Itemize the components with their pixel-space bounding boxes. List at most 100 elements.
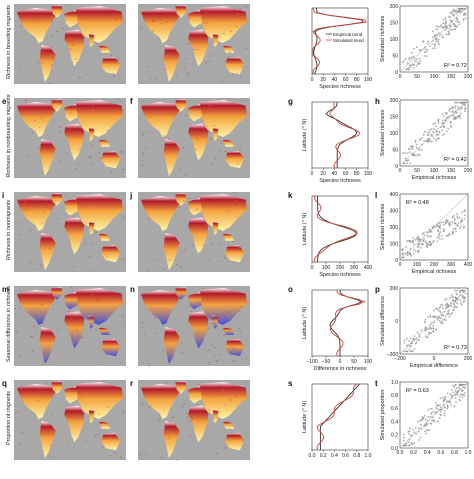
map-speckle xyxy=(213,125,215,127)
scatter-point xyxy=(460,221,462,224)
scatter-point xyxy=(463,104,466,106)
scatter-point xyxy=(456,212,459,215)
map-speckle xyxy=(49,129,51,131)
map-speckle xyxy=(143,136,146,138)
scatter-point xyxy=(402,252,404,254)
scatter-point xyxy=(432,30,434,33)
scatter-point xyxy=(463,12,466,15)
map-speckle xyxy=(91,227,93,229)
map-speckle xyxy=(160,444,163,446)
scatter-point xyxy=(444,396,447,399)
map-speckle xyxy=(103,357,106,359)
x-tick-label: 0.4 xyxy=(331,453,338,459)
scatter-point xyxy=(440,24,443,26)
scatter-point xyxy=(434,47,436,50)
scatter-point xyxy=(408,59,411,61)
scatter-point xyxy=(434,45,436,47)
continent-europe xyxy=(64,197,81,216)
scatter-point xyxy=(455,20,458,23)
y-tick-label: 150 xyxy=(390,20,399,26)
scatter-point xyxy=(444,319,447,322)
map-speckle xyxy=(72,342,75,344)
map-speckle xyxy=(166,426,169,428)
scatter-point xyxy=(434,43,436,46)
continent-india xyxy=(88,221,95,235)
scatter-point xyxy=(434,226,437,229)
scatter-point xyxy=(432,36,434,39)
map-speckle xyxy=(165,40,167,42)
scatter-point xyxy=(409,253,411,256)
map-speckle xyxy=(125,341,127,343)
scatter-plot: 0 50 100 150 200 0 50 100 150 200 Empirical richne… xyxy=(380,98,472,181)
scatter-point xyxy=(454,101,457,104)
scatter-point xyxy=(457,7,460,10)
scatter-point xyxy=(460,383,463,386)
map-speckle xyxy=(41,304,44,306)
map-speckle xyxy=(57,170,59,172)
map-speckle xyxy=(55,30,58,32)
continent-india xyxy=(212,221,219,235)
map-speckle xyxy=(247,32,249,34)
scatter-point xyxy=(462,18,465,21)
scatter-point xyxy=(448,309,451,312)
scatter-point xyxy=(436,240,439,243)
map-speckle xyxy=(58,22,61,24)
map-speckle xyxy=(189,420,192,422)
scatter-point xyxy=(438,35,441,37)
map-speckle xyxy=(188,197,190,200)
continent-asia xyxy=(199,6,248,43)
scatter-point xyxy=(424,335,427,338)
map-speckle xyxy=(146,270,149,272)
x-tick-label: 200 xyxy=(336,265,345,271)
scatter-point xyxy=(444,25,446,28)
map-speckle xyxy=(208,69,211,71)
x-tick-label: 20 xyxy=(320,171,326,177)
scatter-point xyxy=(410,57,413,59)
scatter-point xyxy=(441,396,444,399)
map-speckle xyxy=(191,417,194,419)
scatter-point xyxy=(457,222,460,225)
scatter-point xyxy=(440,221,443,224)
scatter-point xyxy=(444,119,447,122)
scatter-point xyxy=(419,436,422,439)
scatter-point xyxy=(453,306,456,309)
map-speckle xyxy=(53,199,56,201)
row-label: Seasonal difference in richness xyxy=(6,286,12,363)
map-speckle xyxy=(19,355,22,357)
scatter-point xyxy=(409,240,412,243)
map-speckle xyxy=(208,362,210,364)
x-tick-label: 100 xyxy=(364,359,373,365)
map-speckle xyxy=(193,384,196,386)
map-speckle xyxy=(237,447,240,449)
x-tick-label: 0 xyxy=(311,77,314,83)
scatter-point xyxy=(462,383,464,386)
map-speckle xyxy=(141,322,144,324)
map-speckle xyxy=(220,260,223,263)
scatter-point xyxy=(423,231,425,234)
continent-europe xyxy=(64,9,81,28)
map-speckle xyxy=(94,435,97,437)
scatter-point xyxy=(464,392,466,394)
map-speckle xyxy=(20,117,23,119)
scatter-point xyxy=(418,149,421,152)
map-speckle xyxy=(80,15,82,17)
scatter-point xyxy=(442,22,445,25)
map-speckle xyxy=(176,166,178,168)
continent-australia xyxy=(101,56,121,75)
map-speckle xyxy=(214,308,217,310)
scatter-point xyxy=(422,243,424,246)
map-speckle xyxy=(153,166,156,168)
map-speckle xyxy=(230,222,233,224)
map-speckle xyxy=(161,457,163,459)
map-speckle xyxy=(20,432,23,434)
map-speckle xyxy=(233,157,236,159)
scatter-point xyxy=(402,253,404,256)
scatter-point xyxy=(454,394,456,396)
scatter-point xyxy=(427,139,429,142)
map-speckle xyxy=(47,215,49,217)
scatter-point xyxy=(410,350,413,353)
map-speckle xyxy=(91,388,94,390)
map-speckle xyxy=(206,126,209,128)
map-speckle xyxy=(145,453,147,455)
map-speckle xyxy=(236,13,238,15)
